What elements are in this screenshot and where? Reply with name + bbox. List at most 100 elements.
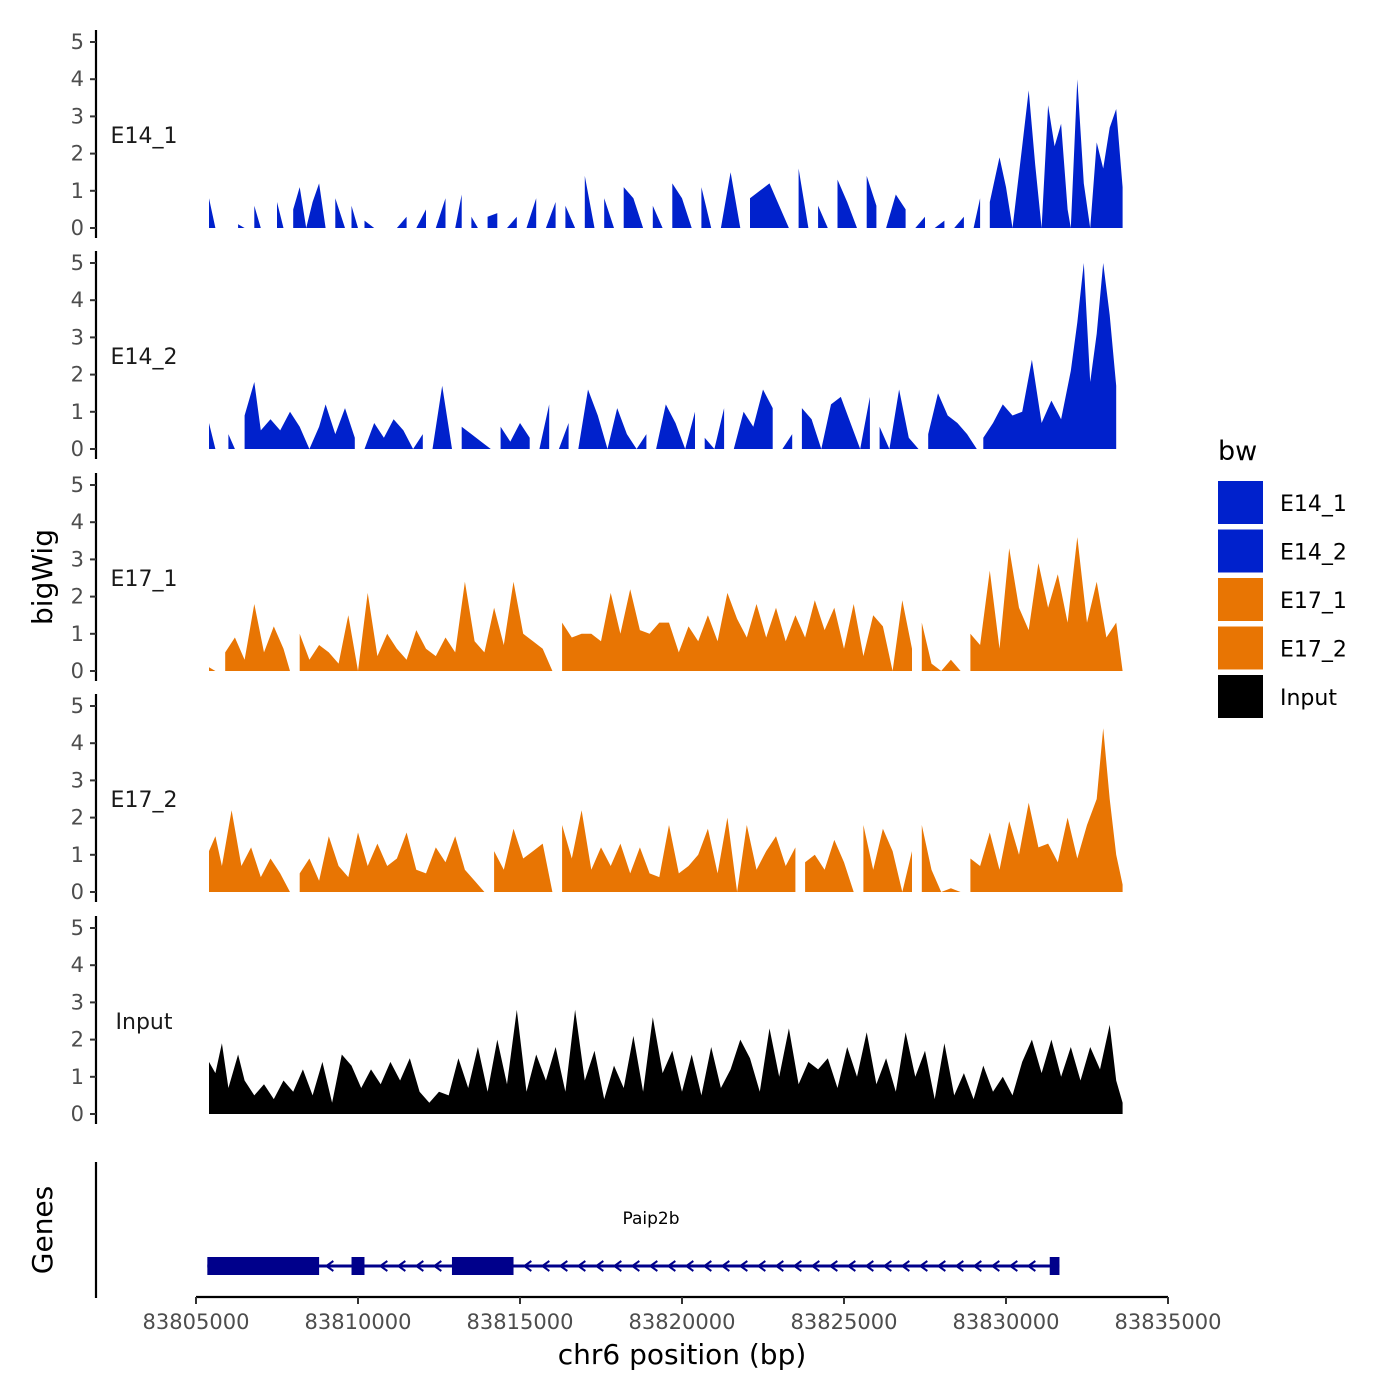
legend-title: bw — [1218, 436, 1257, 467]
x-tick-label-83805000: 83805000 — [143, 1310, 250, 1334]
gene-strand-arrow-0 — [324, 1260, 334, 1272]
track-e14-2-y-tick-label-2: 2 — [71, 363, 84, 387]
gene-strand-arrow-21 — [810, 1260, 820, 1272]
track-e14-1-y-tick-label-5: 5 — [71, 30, 84, 54]
gene-exon-2 — [451, 1257, 514, 1275]
x-tick-label-83810000: 83810000 — [305, 1310, 412, 1334]
track-e17-1-label: E17_1 — [111, 567, 178, 592]
track-input-y-tick-label-0: 0 — [71, 1102, 84, 1126]
gene-strand-arrow-30 — [972, 1260, 982, 1272]
gene-strand-arrow-27 — [918, 1260, 928, 1272]
gene-strand-arrow-12 — [648, 1260, 658, 1272]
series-area-e17-2 — [209, 728, 1123, 892]
legend-swatch-e17-2 — [1218, 626, 1263, 670]
gene-strand-arrow-9 — [594, 1260, 604, 1272]
track-e17-2-y-tick-label-5: 5 — [71, 694, 84, 718]
gene-strand-arrow-32 — [1008, 1260, 1018, 1272]
series-area-e14-2 — [209, 263, 1117, 449]
track-e14-2-y-tick-label-4: 4 — [71, 288, 84, 312]
track-e14-1-y-tick-label-0: 0 — [71, 216, 84, 240]
track-e14-1-y-tick-label-3: 3 — [71, 104, 84, 128]
gene-strand-arrow-7 — [558, 1260, 568, 1272]
x-tick-label-83835000: 83835000 — [1115, 1310, 1222, 1334]
gene-strand-arrow-4 — [432, 1260, 442, 1272]
gene-strand-arrow-31 — [990, 1260, 1000, 1272]
series-area-e14-1 — [209, 79, 1123, 228]
gene-exon-3 — [1049, 1257, 1060, 1275]
x-tick-label-83830000: 83830000 — [953, 1310, 1060, 1334]
x-tick-label-83825000: 83825000 — [791, 1310, 898, 1334]
track-e14-2-y-tick-label-0: 0 — [71, 437, 84, 461]
track-input-y-tick-label-3: 3 — [71, 990, 84, 1014]
gene-strand-arrow-18 — [756, 1260, 766, 1272]
track-e14-1-y-tick-label-4: 4 — [71, 67, 84, 91]
gene-strand-arrow-1 — [378, 1260, 388, 1272]
gene-strand-arrow-11 — [630, 1260, 640, 1272]
gene-strand-arrow-22 — [828, 1260, 838, 1272]
track-e14-2-y-tick-label-5: 5 — [71, 251, 84, 275]
track-e14-1-y-tick-label-1: 1 — [71, 179, 84, 203]
track-e14-2-label: E14_2 — [111, 345, 178, 370]
gene-strand-arrow-20 — [792, 1260, 802, 1272]
track-e14-2-y-tick-label-3: 3 — [71, 325, 84, 349]
gene-strand-arrow-15 — [702, 1260, 712, 1272]
track-e14-2-y-tick-label-1: 1 — [71, 400, 84, 424]
track-e17-1-y-tick-label-1: 1 — [71, 622, 84, 646]
track-e17-2-y-tick-label-0: 0 — [71, 880, 84, 904]
track-e14-1: 0 1 2 3 4 5 E14_1 — [71, 30, 1123, 240]
gene-strand-arrow-26 — [900, 1260, 910, 1272]
gene-strand-arrow-19 — [774, 1260, 784, 1272]
track-e17-1-y-tick-label-5: 5 — [71, 473, 84, 497]
legend-swatch-e17-1 — [1218, 578, 1263, 621]
track-e17-2: 0 1 2 3 4 5 E17_2 — [71, 694, 1123, 904]
gene-strand-arrow-16 — [720, 1260, 730, 1272]
legend-swatch-e14-1 — [1218, 481, 1263, 524]
track-e17-2-y-tick-label-4: 4 — [71, 731, 84, 755]
track-e17-1-y-tick-label-2: 2 — [71, 585, 84, 609]
track-e14-1-label: E14_1 — [111, 124, 178, 149]
series-area-input — [209, 1009, 1123, 1114]
gene-strand-arrow-13 — [666, 1260, 676, 1272]
legend: bw E14_1 E14_2 E17_1 E17_2 Input — [1218, 436, 1347, 718]
series-area-e17-1 — [209, 537, 1123, 671]
track-input-y-tick-label-4: 4 — [71, 953, 84, 977]
x-tick-label-83820000: 83820000 — [629, 1310, 736, 1334]
legend-label-e14-2: E14_2 — [1280, 541, 1347, 566]
x-tick-label-83815000: 83815000 — [467, 1310, 574, 1334]
track-e17-2-label: E17_2 — [111, 788, 178, 813]
track-e14-1-y-tick-label-2: 2 — [71, 142, 84, 166]
bigwig-tracks: 0 1 2 3 4 5 E14_1 0 1 2 3 4 5 E14_2 0 1 2 3 4 5 E17_1 0 1 2 3 4 5 E… — [71, 30, 1123, 1126]
track-e17-1-y-tick-label-0: 0 — [71, 659, 84, 683]
gene-strand-arrow-33 — [1026, 1260, 1036, 1272]
legend-label-e14-1: E14_1 — [1280, 492, 1347, 517]
gene-strand-arrow-29 — [954, 1260, 964, 1272]
legend-label-e17-1: E17_1 — [1280, 589, 1347, 614]
legend-label-input: Input — [1280, 686, 1337, 711]
track-input: 0 1 2 3 4 5 Input — [71, 916, 1123, 1126]
x-axis: 83805000 83810000 83815000 83820000 83825000… — [143, 1295, 1222, 1334]
legend-swatch-e14-2 — [1218, 529, 1263, 573]
legend-label-e17-2: E17_2 — [1280, 638, 1347, 663]
gene-strand-arrow-23 — [846, 1260, 856, 1272]
gene-track-panel: Genes Paip2b — [26, 1162, 1060, 1298]
track-e17-2-y-tick-label-1: 1 — [71, 843, 84, 867]
track-e17-2-y-tick-label-3: 3 — [71, 768, 84, 792]
track-input-y-tick-label-1: 1 — [71, 1065, 84, 1089]
gene-strand-arrow-14 — [684, 1260, 694, 1272]
gene-strand-arrow-8 — [576, 1260, 586, 1272]
gene-strand-arrow-24 — [864, 1260, 874, 1272]
legend-swatch-input — [1218, 675, 1263, 718]
track-e17-1: 0 1 2 3 4 5 E17_1 — [71, 473, 1123, 683]
gene-exon-1 — [351, 1257, 365, 1275]
gene-strand-arrow-28 — [936, 1260, 946, 1272]
x-axis-title: chr6 position (bp) — [558, 1338, 807, 1371]
gene-strand-arrow-10 — [612, 1260, 622, 1272]
gene-strand-arrow-6 — [540, 1260, 550, 1272]
track-e17-1-y-tick-label-4: 4 — [71, 510, 84, 534]
gene-strand-arrow-5 — [522, 1260, 532, 1272]
track-e17-1-y-tick-label-3: 3 — [71, 547, 84, 571]
track-input-y-tick-label-2: 2 — [71, 1028, 84, 1052]
gene-model — [207, 1257, 1060, 1275]
track-input-y-tick-label-5: 5 — [71, 916, 84, 940]
